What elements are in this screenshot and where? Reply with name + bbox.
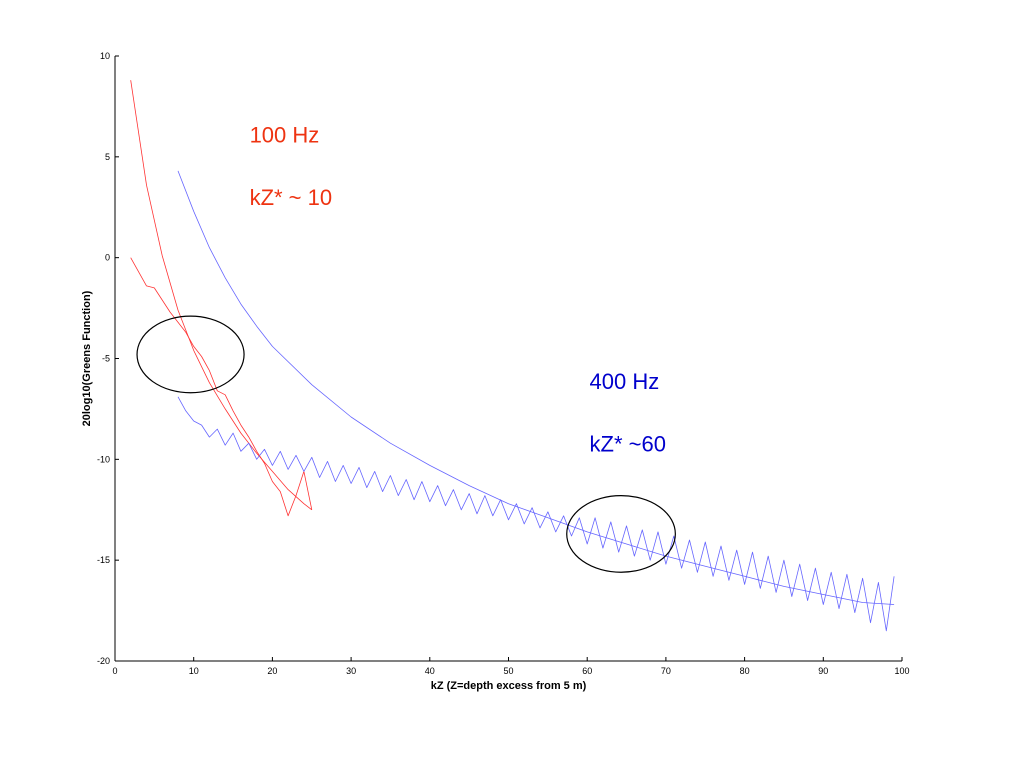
series-line-3 <box>177 170 895 605</box>
y-tick-label: -15 <box>97 555 110 565</box>
axes <box>114 56 902 662</box>
y-tick-label: -5 <box>102 354 110 364</box>
annotation-2: kZ* ~ 10 <box>250 185 333 210</box>
y-tick-label: 5 <box>105 152 110 162</box>
highlight-circle-layer <box>136 315 676 573</box>
x-tick-label: 90 <box>818 666 828 676</box>
series-layer <box>130 80 895 632</box>
y-tick-label: -20 <box>97 656 110 666</box>
x-tick-label: 10 <box>189 666 199 676</box>
series-line-1 <box>130 80 313 511</box>
x-tick-label: 20 <box>267 666 277 676</box>
x-ticks: 0 10 20 30 40 50 60 70 80 90 100 <box>112 657 910 676</box>
y-tick-label: -10 <box>97 454 110 464</box>
series-line-4 <box>177 396 895 632</box>
annotation-layer: 100 Hz kZ* ~ 10 400 Hz kZ* ~60 <box>250 123 666 457</box>
y-axis-title: 20log10(Greens Function) <box>81 290 93 426</box>
highlight-circle-1 <box>136 315 245 394</box>
y-tick-label: 0 <box>105 253 110 263</box>
annotation-3: 400 Hz <box>590 369 660 394</box>
x-tick-label: 30 <box>346 666 356 676</box>
x-tick-label: 60 <box>582 666 592 676</box>
x-tick-label: 80 <box>740 666 750 676</box>
x-axis-title: kZ (Z=depth excess from 5 m) <box>431 680 587 692</box>
annotation-1: 100 Hz <box>250 123 320 148</box>
highlight-circle-2 <box>566 495 676 573</box>
y-ticks: 10 5 0 -5 -10 -15 -20 <box>97 51 119 666</box>
annotation-4: kZ* ~60 <box>590 431 666 456</box>
x-tick-label: 100 <box>894 666 909 676</box>
x-tick-label: 50 <box>503 666 513 676</box>
x-tick-label: 40 <box>425 666 435 676</box>
series-line-2 <box>130 257 313 517</box>
x-tick-label: 0 <box>112 666 117 676</box>
x-tick-label: 70 <box>661 666 671 676</box>
y-tick-label: 10 <box>100 51 110 61</box>
